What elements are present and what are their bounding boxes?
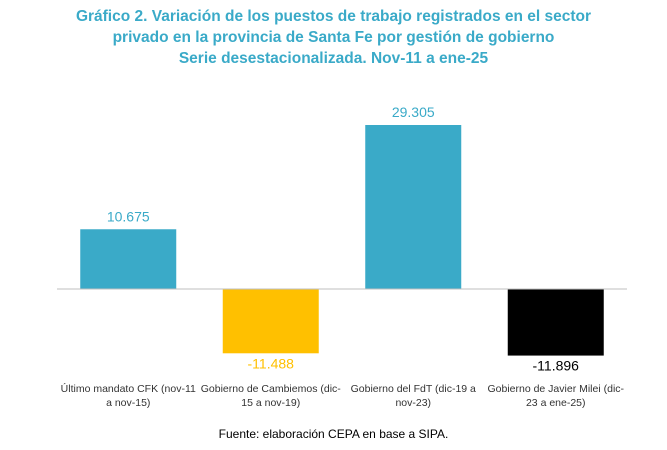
category-label-1-line-1: Último mandato CFK (nov-11 <box>61 382 196 395</box>
category-label-4-line-2: 23 a ene-25) <box>526 397 586 409</box>
chart-title-line-3: Serie desestacionalizada. Nov-11 a ene-2… <box>178 50 489 67</box>
category-label-4-line-1: Gobierno de Javier Milei (dic- <box>487 383 624 395</box>
category-label-3-line-1: Gobierno del FdT (dic-19 a <box>351 383 476 395</box>
bar-1 <box>80 229 177 289</box>
source-note: Fuente: elaboración CEPA en base a SIPA. <box>218 427 449 441</box>
category-label-3-line-2: nov-23) <box>395 397 431 409</box>
chart-title-line-1: Gráfico 2. Variación de los puestos de t… <box>75 8 592 25</box>
data-label-2: -11.488 <box>248 355 295 371</box>
chart-title: Gráfico 2. Variación de los puestos de t… <box>0 6 667 69</box>
data-label-4: -11.896 <box>533 358 580 374</box>
bar-3 <box>365 125 462 289</box>
chart-title-line-2: privado en la provincia de Santa Fe por … <box>112 29 555 46</box>
data-label-1: 10.675 <box>107 208 150 224</box>
category-label-2-line-2: 15 a nov-19) <box>241 397 300 409</box>
data-label-3: 29.305 <box>392 104 435 120</box>
category-label-1-line-2: a nov-15) <box>106 397 150 409</box>
bar-4 <box>507 289 604 356</box>
bar-2 <box>222 289 319 354</box>
category-label-2-line-1: Gobierno de Cambiemos (dic- <box>201 383 342 395</box>
